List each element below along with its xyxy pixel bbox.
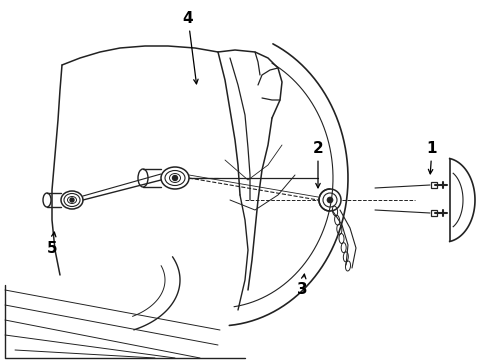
Circle shape <box>70 198 74 202</box>
Text: 4: 4 <box>183 10 198 84</box>
Bar <box>431 182 437 188</box>
Bar <box>431 210 437 216</box>
Text: 2: 2 <box>313 140 323 188</box>
Text: 1: 1 <box>427 140 437 174</box>
Text: 3: 3 <box>296 274 307 297</box>
Circle shape <box>172 176 177 180</box>
Circle shape <box>327 197 333 203</box>
Text: 5: 5 <box>47 232 57 256</box>
